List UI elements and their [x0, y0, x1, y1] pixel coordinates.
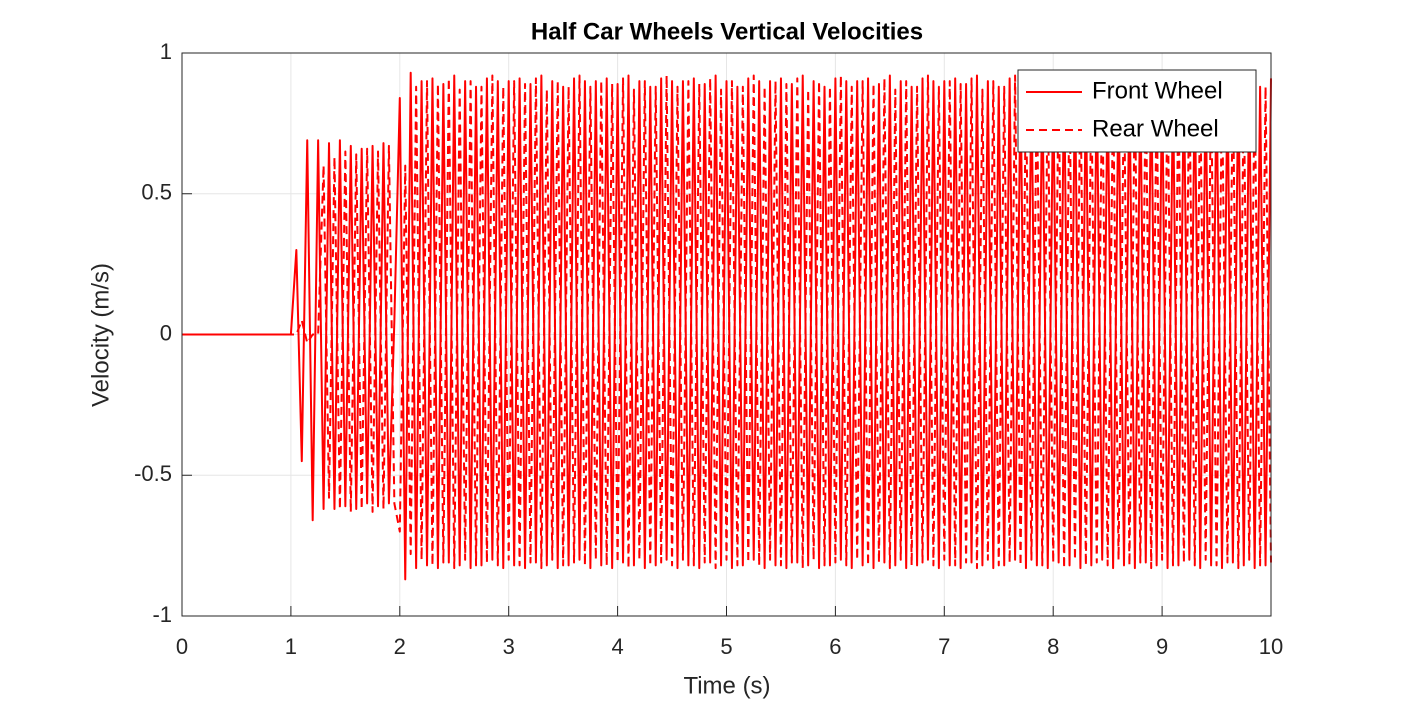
- x-tick-label: 0: [176, 634, 188, 659]
- x-tick-label: 7: [938, 634, 950, 659]
- y-tick-label: 0.5: [141, 180, 172, 205]
- x-tick-label: 4: [611, 634, 623, 659]
- x-tick-label: 8: [1047, 634, 1059, 659]
- y-axis-label: Velocity (m/s): [87, 263, 114, 407]
- x-tick-label: 3: [503, 634, 515, 659]
- x-tick-label: 5: [720, 634, 732, 659]
- chart-title: Half Car Wheels Vertical Velocities: [531, 18, 923, 45]
- x-tick-label: 10: [1259, 634, 1283, 659]
- x-tick-label: 1: [285, 634, 297, 659]
- y-tick-label: 0: [160, 320, 172, 345]
- y-tick-label: 1: [160, 39, 172, 64]
- data-line: [182, 74, 1272, 570]
- legend-box: [1017, 69, 1257, 153]
- x-tick-label: 6: [829, 634, 841, 659]
- y-tick-label: -1: [152, 602, 172, 627]
- legend-label: Rear Wheel: [1092, 115, 1219, 142]
- x-tick-label: 9: [1156, 634, 1168, 659]
- legend-label: Front Wheel: [1092, 77, 1223, 104]
- x-axis-label: Time (s): [683, 672, 770, 699]
- axes-box: [181, 52, 1272, 617]
- x-tick-label: 2: [394, 634, 406, 659]
- y-tick-label: -0.5: [134, 461, 172, 486]
